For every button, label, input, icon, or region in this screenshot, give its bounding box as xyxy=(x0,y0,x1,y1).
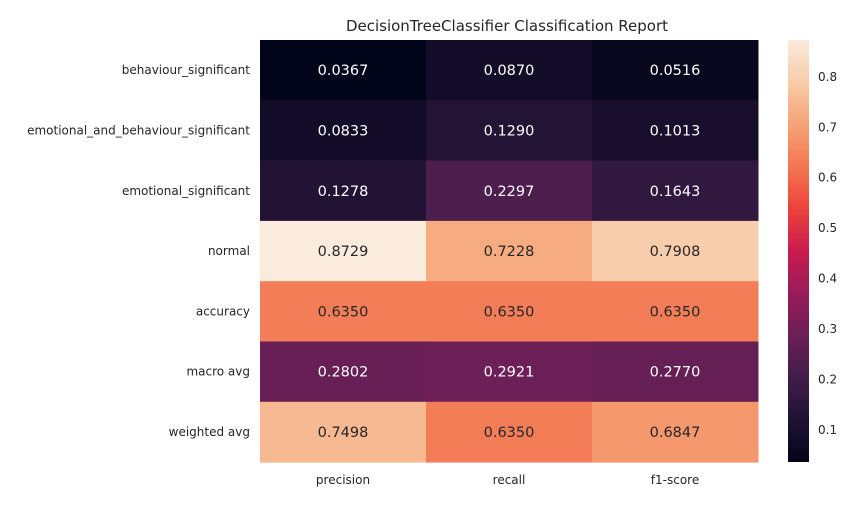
cell-value-label: 0.0870 xyxy=(484,63,535,79)
row-label: emotional_significant xyxy=(122,184,250,198)
colorbar-tick-label: 0.4 xyxy=(818,272,837,286)
cell-value-label: 0.0516 xyxy=(650,63,701,79)
cell-value-label: 0.7908 xyxy=(650,244,701,260)
colorbar: 0.1 0.2 0.3 0.4 0.5 0.6 0.7 0.8 xyxy=(788,40,837,462)
colorbar-tick-label: 0.1 xyxy=(818,423,837,437)
cell-value-label: 0.1013 xyxy=(650,123,701,139)
colorbar-gradient xyxy=(788,40,809,462)
cell-r4-c2 xyxy=(592,281,759,342)
cell-r1-c1 xyxy=(426,100,593,162)
cell-value-label: 0.2921 xyxy=(484,365,535,381)
cell-r4-c0 xyxy=(260,281,427,342)
cell-value-label: 0.7498 xyxy=(318,425,369,441)
cell-r0-c0 xyxy=(260,40,427,101)
row-labels: behaviour_significant emotional_and_behav… xyxy=(27,63,250,439)
colorbar-tick-label: 0.3 xyxy=(818,322,837,336)
cell-value-label: 0.0833 xyxy=(318,123,369,139)
cell-r1-c2 xyxy=(592,100,759,162)
cell-value-label: 0.6847 xyxy=(650,425,701,441)
cell-value-label: 0.2297 xyxy=(484,184,535,200)
cell-r6-c2 xyxy=(592,401,759,463)
cell-value-label: 0.8729 xyxy=(318,244,369,260)
cell-value-label: 0.1643 xyxy=(650,184,701,200)
row-label: behaviour_significant xyxy=(122,63,251,77)
cell-r1-c0 xyxy=(260,100,427,162)
cell-r0-c2 xyxy=(592,40,759,101)
cell-r0-c1 xyxy=(426,40,593,101)
column-label: f1-score xyxy=(651,473,699,487)
cell-r5-c1 xyxy=(426,341,593,403)
cell-r6-c0 xyxy=(260,401,427,463)
chart-title: DecisionTreeClassifier Classification Re… xyxy=(346,17,668,35)
heatmap-cells: 0.0367 0.0870 0.0516 0.0833 0.1290 0.1013 0.12… xyxy=(260,40,759,463)
row-label: normal xyxy=(208,244,250,258)
cell-r2-c1 xyxy=(426,160,593,222)
cell-value-label: 0.6350 xyxy=(484,304,535,320)
cell-value-label: 0.0367 xyxy=(318,63,369,79)
column-label: precision xyxy=(316,473,370,487)
colorbar-tick-label: 0.6 xyxy=(818,171,837,185)
cell-value-label: 0.6350 xyxy=(318,304,369,320)
cell-value-label: 0.2802 xyxy=(318,365,369,381)
cell-r3-c0 xyxy=(260,220,427,282)
cell-r2-c2 xyxy=(592,160,759,222)
cell-r5-c2 xyxy=(592,341,759,403)
cell-r3-c2 xyxy=(592,220,759,282)
colorbar-tick-label: 0.8 xyxy=(818,70,837,84)
column-labels: precision recall f1-score xyxy=(316,473,699,487)
colorbar-tick-label: 0.7 xyxy=(818,120,837,134)
colorbar-tick-label: 0.5 xyxy=(818,221,837,235)
cell-value-label: 0.1290 xyxy=(484,123,535,139)
cell-r6-c1 xyxy=(426,401,593,463)
cell-value-label: 0.1278 xyxy=(318,184,369,200)
column-label: recall xyxy=(493,473,526,487)
row-label: weighted avg xyxy=(169,425,250,439)
row-label: macro avg xyxy=(186,365,250,379)
row-label: emotional_and_behaviour_significant xyxy=(27,123,250,137)
cell-value-label: 0.2770 xyxy=(650,365,701,381)
cell-r4-c1 xyxy=(426,281,593,342)
cell-value-label: 0.7228 xyxy=(484,244,535,260)
cell-r3-c1 xyxy=(426,220,593,282)
cell-value-label: 0.6350 xyxy=(484,425,535,441)
colorbar-tick-label: 0.2 xyxy=(818,373,837,387)
cell-value-label: 0.6350 xyxy=(650,304,701,320)
cell-r5-c0 xyxy=(260,341,427,403)
cell-r2-c0 xyxy=(260,160,427,222)
row-label: accuracy xyxy=(196,304,250,318)
